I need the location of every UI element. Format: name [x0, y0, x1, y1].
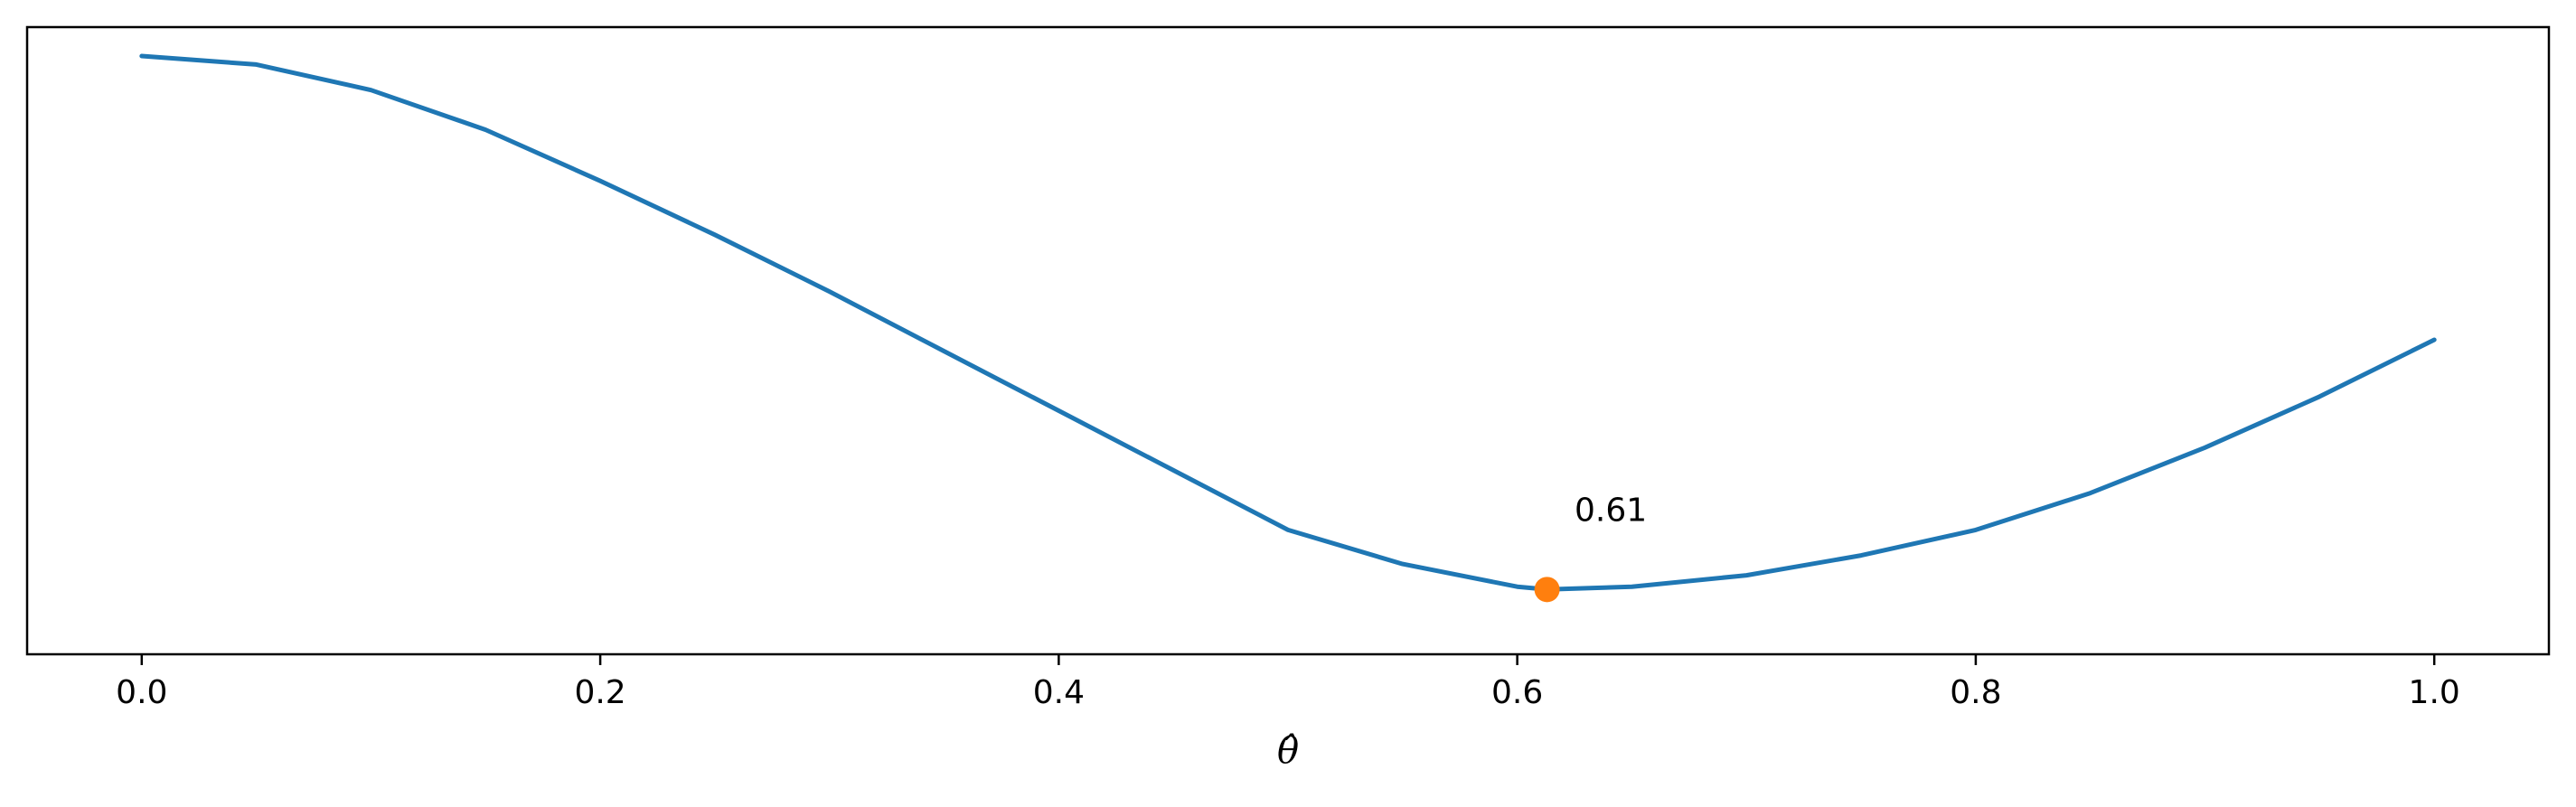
series-line — [139, 53, 2437, 592]
x-tick-label: 0.8 — [1950, 674, 2001, 711]
x-tick-label: 0.6 — [1491, 674, 1543, 711]
x-tick-label: 1.0 — [2409, 674, 2460, 711]
x-axis-label: θ̂ — [1277, 730, 1299, 772]
x-tick-label: 0.2 — [574, 674, 625, 711]
minimum-marker — [1534, 577, 1560, 603]
x-tick-label: 0.0 — [116, 674, 167, 711]
x-tick-label: 0.4 — [1033, 674, 1085, 711]
plot-frame — [25, 25, 2551, 656]
x-axis-ticks: 0.0 0.2 0.4 0.6 0.8 1.0 — [116, 654, 2460, 711]
minimum-annotation: 0.61 — [1575, 492, 1647, 529]
